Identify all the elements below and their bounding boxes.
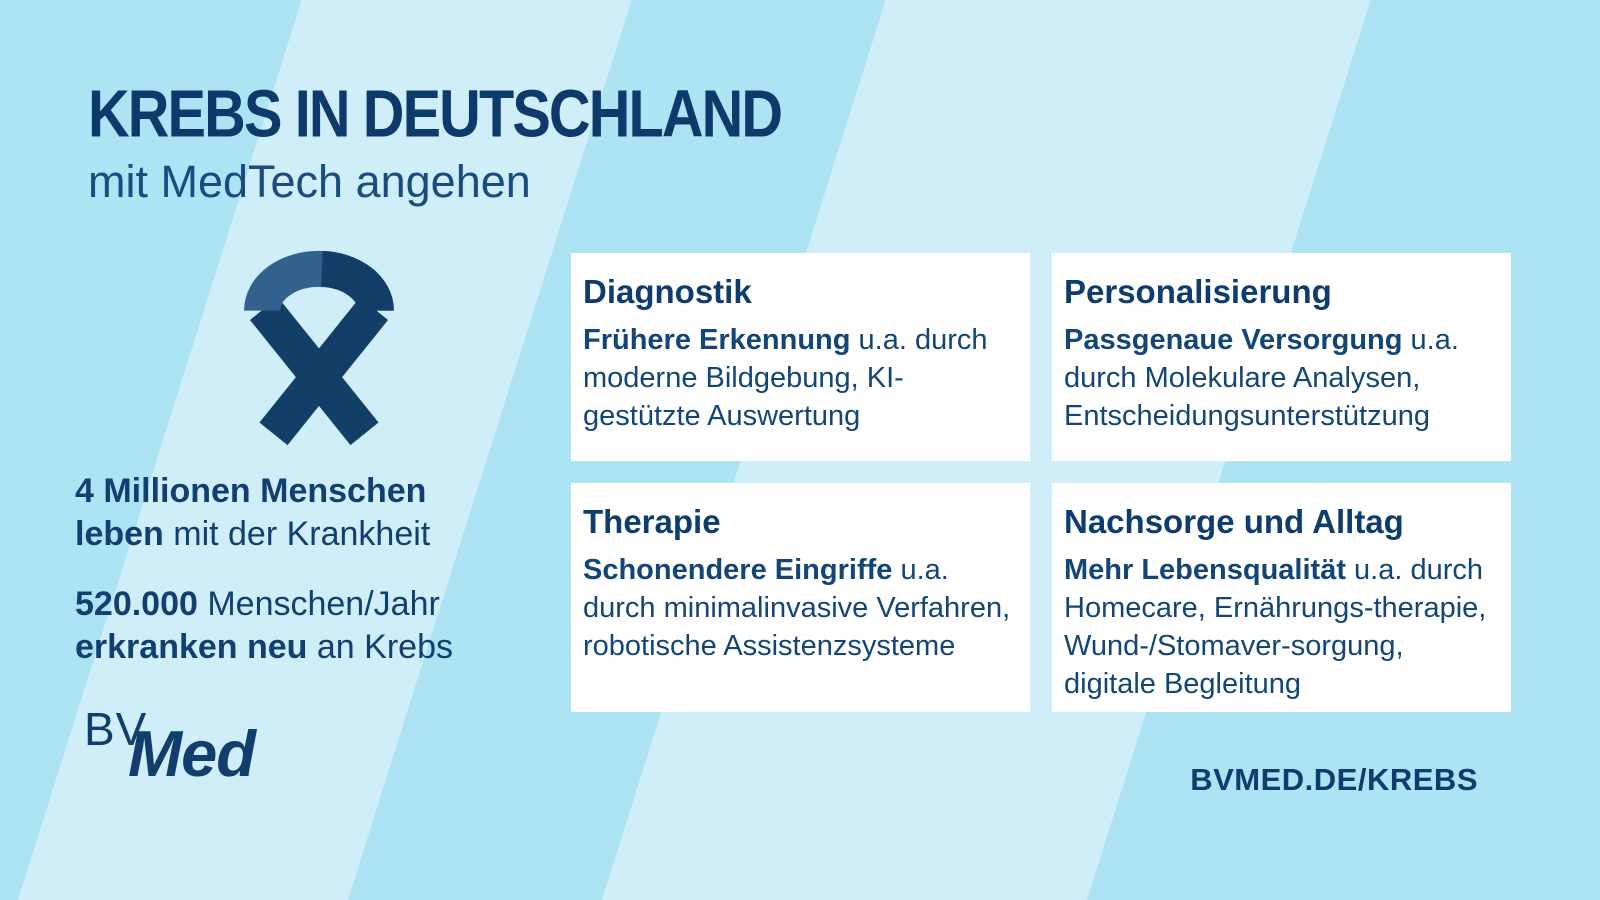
card-nachsorge-und-alltag: Nachsorge und Alltag Mehr Lebensqualität… bbox=[1052, 483, 1511, 712]
card-title: Therapie bbox=[583, 503, 721, 540]
card-personalisierung: Personalisierung Passgenaue Versorgung u… bbox=[1052, 253, 1511, 461]
stat-line: 4 Millionen Menschen bbox=[75, 472, 427, 510]
card-therapie: Therapie Schonendere Eingriffe u.a. durc… bbox=[571, 483, 1030, 712]
website-url: BVMED.DE/KREBS bbox=[1190, 762, 1478, 797]
page-subtitle: mit MedTech angehen bbox=[88, 156, 531, 207]
topic-cards-grid: Diagnostik Frühere Erkennung u.a. durch … bbox=[571, 253, 1511, 712]
stat-line: 520.000 Menschen/Jahr bbox=[75, 585, 440, 623]
stat-line: erkranken neu an Krebs bbox=[75, 628, 453, 666]
card-title: Personalisierung bbox=[1064, 273, 1332, 310]
bvmed-logo: BV Med bbox=[84, 702, 324, 812]
stat-living-with-cancer: 4 Millionen Menschen leben mit der Krank… bbox=[75, 470, 430, 556]
bvmed-logo-bv: BV bbox=[84, 703, 148, 755]
card-body: Schonendere Eingriffe u.a. durch minimal… bbox=[583, 554, 1011, 662]
card-diagnostik: Diagnostik Frühere Erkennung u.a. durch … bbox=[571, 253, 1030, 461]
card-title: Nachsorge und Alltag bbox=[1064, 503, 1404, 540]
stat-line: leben mit der Krankheit bbox=[75, 515, 431, 553]
bvmed-logo-med: Med bbox=[128, 717, 256, 790]
card-body: Mehr Lebensqualität u.a. durch Homecare,… bbox=[1064, 554, 1487, 700]
page-title: KREBS IN DEUTSCHLAND bbox=[88, 77, 783, 152]
card-body: Frühere Erkennung u.a. durch moderne Bil… bbox=[583, 324, 988, 432]
card-title: Diagnostik bbox=[583, 273, 752, 310]
stat-new-cases-per-year: 520.000 Menschen/Jahr erkranken neu an K… bbox=[75, 583, 453, 669]
card-body: Passgenaue Versorgung u.a. durch Molekul… bbox=[1064, 324, 1459, 432]
awareness-ribbon-icon bbox=[244, 250, 394, 446]
